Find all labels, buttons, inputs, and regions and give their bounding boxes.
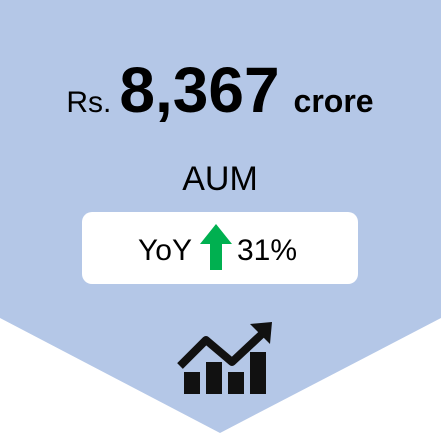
icon-bar xyxy=(206,362,222,394)
prefix: Rs. xyxy=(66,86,111,119)
change-label: YoY xyxy=(138,234,192,267)
headline: Rs. 8,367 crore xyxy=(66,54,373,126)
growth-chart-icon xyxy=(177,322,272,394)
unit: crore xyxy=(294,83,374,119)
icon-trend-line xyxy=(177,331,265,369)
icon-bar xyxy=(184,372,200,394)
icon-bar xyxy=(250,352,266,394)
up-arrow-icon xyxy=(200,224,232,270)
value: 8,367 xyxy=(119,54,279,126)
icon-arrowhead xyxy=(250,322,272,344)
change-value: 31% xyxy=(237,234,297,267)
icon-bar xyxy=(228,372,244,394)
metric-label: AUM xyxy=(182,160,258,198)
